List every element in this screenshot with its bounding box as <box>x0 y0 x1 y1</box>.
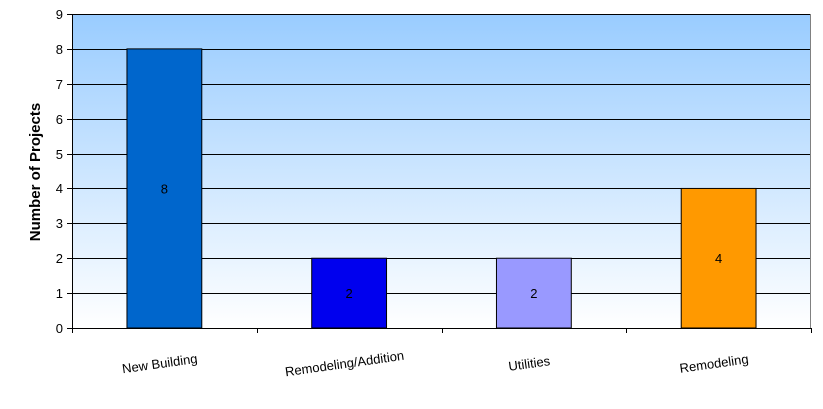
y-tick-label: 7 <box>56 77 63 92</box>
data-label: 2 <box>346 286 353 301</box>
y-tick-label: 6 <box>56 112 63 127</box>
data-label: 4 <box>715 251 722 266</box>
y-tick-label: 8 <box>56 42 63 57</box>
y-tick-label: 3 <box>56 216 63 231</box>
x-category-label: New Building <box>121 351 198 376</box>
x-category-label: Utilities <box>507 353 551 374</box>
y-tick-label: 2 <box>56 251 63 266</box>
data-label: 8 <box>161 181 168 196</box>
y-tick-label: 5 <box>56 147 63 162</box>
y-axis-title: Number of Projects <box>27 103 44 241</box>
y-tick-label: 9 <box>56 7 63 22</box>
x-category-label: Remodeling <box>679 351 750 376</box>
data-label: 2 <box>530 286 537 301</box>
x-category-label: Remodeling/Addition <box>284 348 405 380</box>
y-tick-label: 4 <box>56 181 63 196</box>
y-tick-label: 0 <box>56 321 63 336</box>
y-tick-label: 1 <box>56 286 63 301</box>
